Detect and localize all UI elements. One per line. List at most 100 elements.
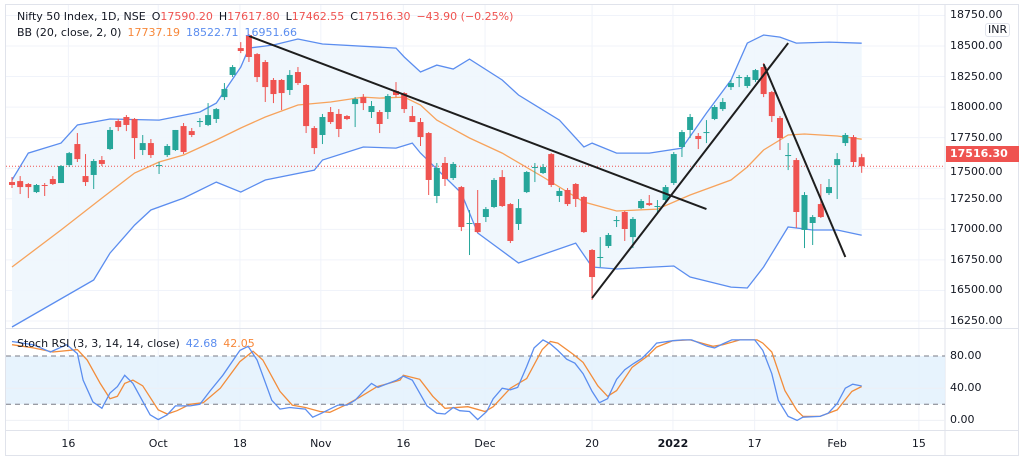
candle-down [98, 160, 105, 164]
candle-up [597, 256, 604, 258]
candle-down [82, 176, 89, 183]
price-tick-label: 18500.00 [950, 39, 1003, 52]
candle-up [319, 117, 326, 135]
candle-up [90, 161, 97, 175]
rsi-k-value: 42.68 [185, 337, 218, 350]
candle-down [474, 223, 481, 233]
candle-down [548, 154, 555, 185]
candle-up [33, 184, 40, 193]
candle-down [760, 67, 767, 95]
bb-lower-value: 16951.66 [244, 26, 297, 39]
candle-up [384, 95, 391, 113]
candle-up [450, 163, 457, 179]
candle-down [499, 177, 506, 207]
candle-up [629, 218, 636, 238]
candle-down [458, 187, 465, 228]
close-label: C [350, 10, 358, 23]
candle-up [156, 165, 163, 167]
candle-up [213, 109, 220, 119]
candle-down [580, 196, 587, 233]
high-label: H [218, 10, 228, 23]
candle-down [17, 181, 24, 188]
candle-up [834, 159, 841, 166]
candle-up [172, 129, 179, 151]
candle-up [515, 208, 522, 224]
candle-up [433, 167, 440, 196]
time-tick-label: Nov [310, 437, 332, 450]
candle-up [727, 83, 734, 88]
candle-up [229, 67, 236, 75]
candle-up [801, 195, 808, 230]
high-value: 17617.80 [227, 10, 280, 23]
candle-down [817, 204, 824, 218]
trendline [762, 63, 847, 258]
candle-up [491, 179, 498, 207]
bb-basis-value: 17737.19 [127, 26, 180, 39]
candle-up [205, 115, 212, 125]
rsi-tick-label: 40.00 [950, 381, 982, 395]
candle-up [139, 143, 146, 151]
price-tick-label: 16500.00 [950, 283, 1003, 297]
candle-up [687, 117, 694, 130]
candle-up [744, 77, 751, 86]
candle-up [638, 201, 645, 209]
symbol-label: Nifty 50 Index, 1D, NSE [17, 10, 146, 23]
candle-up [703, 132, 710, 134]
candle-up [107, 129, 114, 150]
candle-down [858, 157, 865, 167]
candle-up [556, 190, 563, 196]
candle-up [605, 234, 612, 246]
time-tick-label: 18 [232, 437, 247, 450]
candle-up [736, 77, 743, 79]
candle-down [507, 204, 514, 241]
candle-down [262, 62, 269, 88]
candle-up [654, 206, 661, 208]
candle-down [9, 182, 15, 185]
candle-down [41, 184, 48, 186]
candle-up [164, 145, 171, 156]
rsi-tick-label: 80.00 [950, 349, 982, 362]
bb-basis-line [11, 96, 862, 268]
rsi-d-value: 42.05 [223, 337, 255, 350]
candle-up [58, 166, 65, 184]
candle-down [392, 90, 399, 96]
price-tick-label: 18250.00 [950, 69, 1003, 83]
candle-down [115, 121, 122, 128]
price-tick-label: 18000.00 [950, 100, 1003, 114]
time-tick-label: 20 [585, 437, 600, 450]
candle-up [196, 121, 203, 123]
candle-down [278, 79, 285, 94]
candle-up [678, 132, 685, 147]
time-tick-label: 2022 [657, 437, 689, 450]
candle-down [74, 144, 81, 160]
bb-upper-line [11, 34, 862, 181]
bb-fill [12, 35, 862, 327]
candle-down [270, 79, 277, 95]
price-tick-label: 16250.00 [950, 314, 1003, 328]
rsi-band-fill [6, 356, 945, 405]
candle-down [776, 117, 783, 139]
candle-up [785, 155, 792, 157]
candle-down [180, 126, 187, 152]
bb-upper-value: 18522.71 [185, 26, 239, 39]
time-tick-label: 15 [911, 437, 926, 450]
trendline [248, 35, 707, 211]
rsi-d-line [11, 339, 862, 418]
candle-down [294, 72, 301, 84]
low-value: 17462.55 [291, 10, 345, 23]
rsi-k-line [11, 339, 862, 422]
candle-up [719, 101, 726, 110]
candle-down [768, 92, 775, 117]
candle-down [123, 117, 130, 125]
candle-down [245, 34, 252, 58]
time-tick-label: Feb [827, 437, 847, 450]
currency-badge[interactable]: INR [985, 23, 1011, 37]
candle-down [401, 93, 408, 110]
candle-up [368, 106, 375, 113]
candle-down [417, 122, 424, 138]
candle-up [711, 106, 718, 119]
candle-up [221, 89, 228, 98]
candle-down [376, 112, 383, 124]
low-label: L [285, 10, 292, 23]
